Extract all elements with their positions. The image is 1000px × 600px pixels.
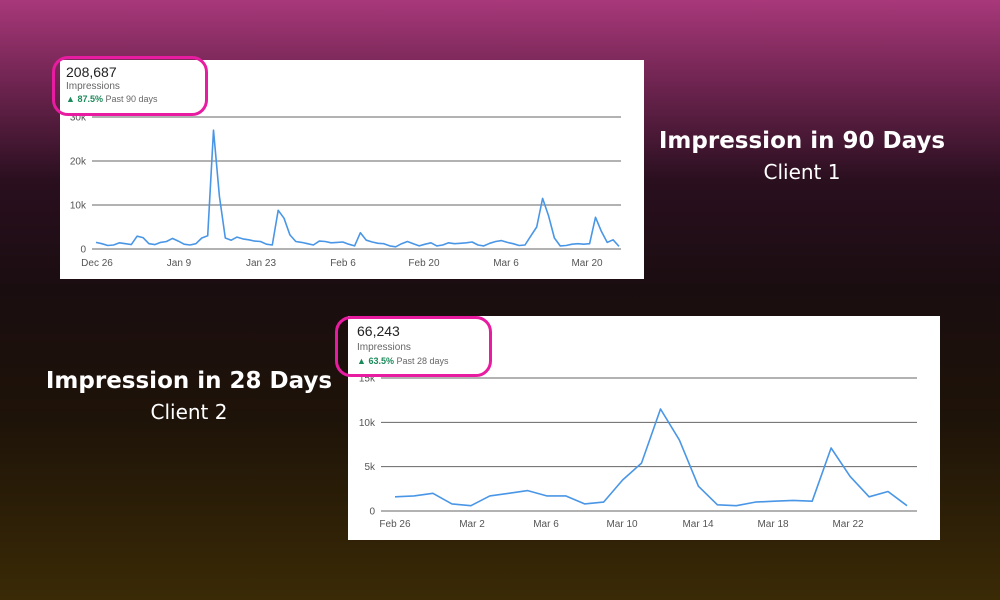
impressions-28-day-chart: 0 5k 10k 15k Feb 26 Mar 2 Mar 6 Mar 10 Mar 14 Mar… xyxy=(359,374,917,530)
impressions-change: ▲ 87.5% Past 90 days xyxy=(66,94,158,104)
x-tick-label: Jan 9 xyxy=(167,258,192,269)
chart-card-client2: 0 5k 10k 15k Feb 26 Mar 2 Mar 6 Mar 10 Mar 14 Mar… xyxy=(348,316,940,540)
x-tick-label: Mar 10 xyxy=(606,519,638,530)
y-tick-label: 5k xyxy=(364,462,376,473)
highlight-circle-client2 xyxy=(335,316,492,377)
x-tick-label: Mar 6 xyxy=(533,519,559,530)
period-label: Past 90 days xyxy=(105,94,158,104)
x-tick-label: Mar 14 xyxy=(682,519,714,530)
chart-card-client1: 0 10k 20k 30k Dec 26 Jan 9 Jan 23 Feb 6 Feb 20 Ma… xyxy=(60,60,644,279)
x-tick-label: Jan 23 xyxy=(246,258,276,269)
y-tick-label: 0 xyxy=(80,245,86,256)
impressions-series-line xyxy=(95,129,620,248)
x-tick-label: Mar 2 xyxy=(459,519,485,530)
period-label: Past 28 days xyxy=(396,356,449,366)
y-tick-label: 15k xyxy=(359,374,376,385)
impressions-90-day-chart: 0 10k 20k 30k Dec 26 Jan 9 Jan 23 Feb 6 Feb 20 Ma… xyxy=(70,113,621,269)
heading-client2: Impression in 28 Days xyxy=(45,368,333,394)
impressions-label: Impressions xyxy=(357,342,411,353)
x-tick-label: Feb 26 xyxy=(379,519,411,530)
impressions-total-value: 208,687 xyxy=(66,64,117,80)
impressions-total-value: 66,243 xyxy=(357,323,400,339)
x-tick-label: Mar 20 xyxy=(571,258,603,269)
impressions-label: Impressions xyxy=(66,81,120,92)
up-arrow-icon: ▲ xyxy=(66,94,75,104)
impressions-series-line xyxy=(394,408,908,507)
label-client2: Client 2 xyxy=(150,400,228,424)
highlight-circle-client1 xyxy=(52,56,208,116)
x-tick-label: Feb 20 xyxy=(408,258,440,269)
x-tick-label: Mar 6 xyxy=(493,258,519,269)
x-tick-label: Feb 6 xyxy=(330,258,356,269)
x-tick-label: Dec 26 xyxy=(81,258,113,269)
y-tick-label: 20k xyxy=(70,157,87,168)
up-arrow-icon: ▲ xyxy=(357,356,366,366)
x-tick-label: Mar 18 xyxy=(757,519,789,530)
change-percent: 87.5% xyxy=(77,94,103,104)
label-client1: Client 1 xyxy=(763,160,841,184)
change-percent: 63.5% xyxy=(368,356,394,366)
y-tick-label: 10k xyxy=(70,201,87,212)
heading-client1: Impression in 90 Days xyxy=(658,128,946,154)
impressions-change: ▲ 63.5% Past 28 days xyxy=(357,356,449,366)
y-tick-label: 10k xyxy=(359,418,376,429)
y-tick-label: 30k xyxy=(70,113,87,124)
y-tick-label: 0 xyxy=(369,507,375,518)
x-tick-label: Mar 22 xyxy=(832,519,864,530)
